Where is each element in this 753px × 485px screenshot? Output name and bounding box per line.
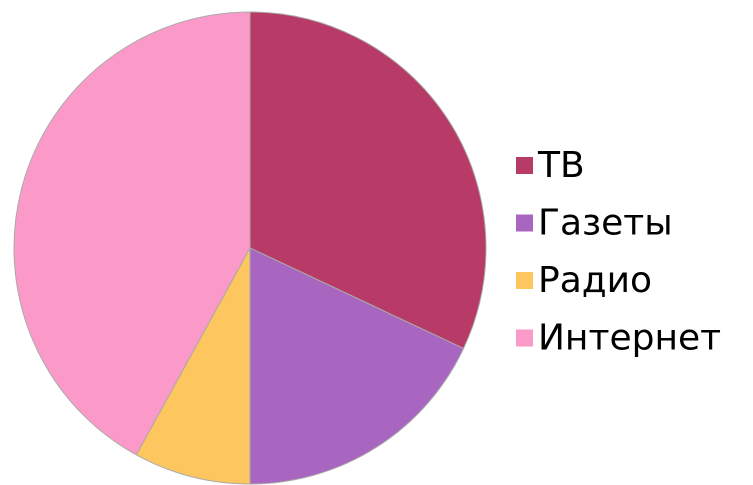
legend-swatch: [516, 214, 533, 232]
legend-label: Радио: [538, 260, 652, 301]
pie-slice: [13, 11, 251, 456]
legend-label: Интернет: [538, 318, 721, 359]
legend-swatch: [516, 329, 533, 347]
legend-label: ТВ: [537, 145, 585, 186]
legend-label: Газеты: [538, 203, 673, 244]
legend-swatch: [516, 157, 533, 174]
pie-slice: [135, 247, 251, 485]
pie-slice: [249, 11, 487, 350]
legend-swatch: [516, 272, 533, 289]
pie-slice: [249, 247, 465, 485]
